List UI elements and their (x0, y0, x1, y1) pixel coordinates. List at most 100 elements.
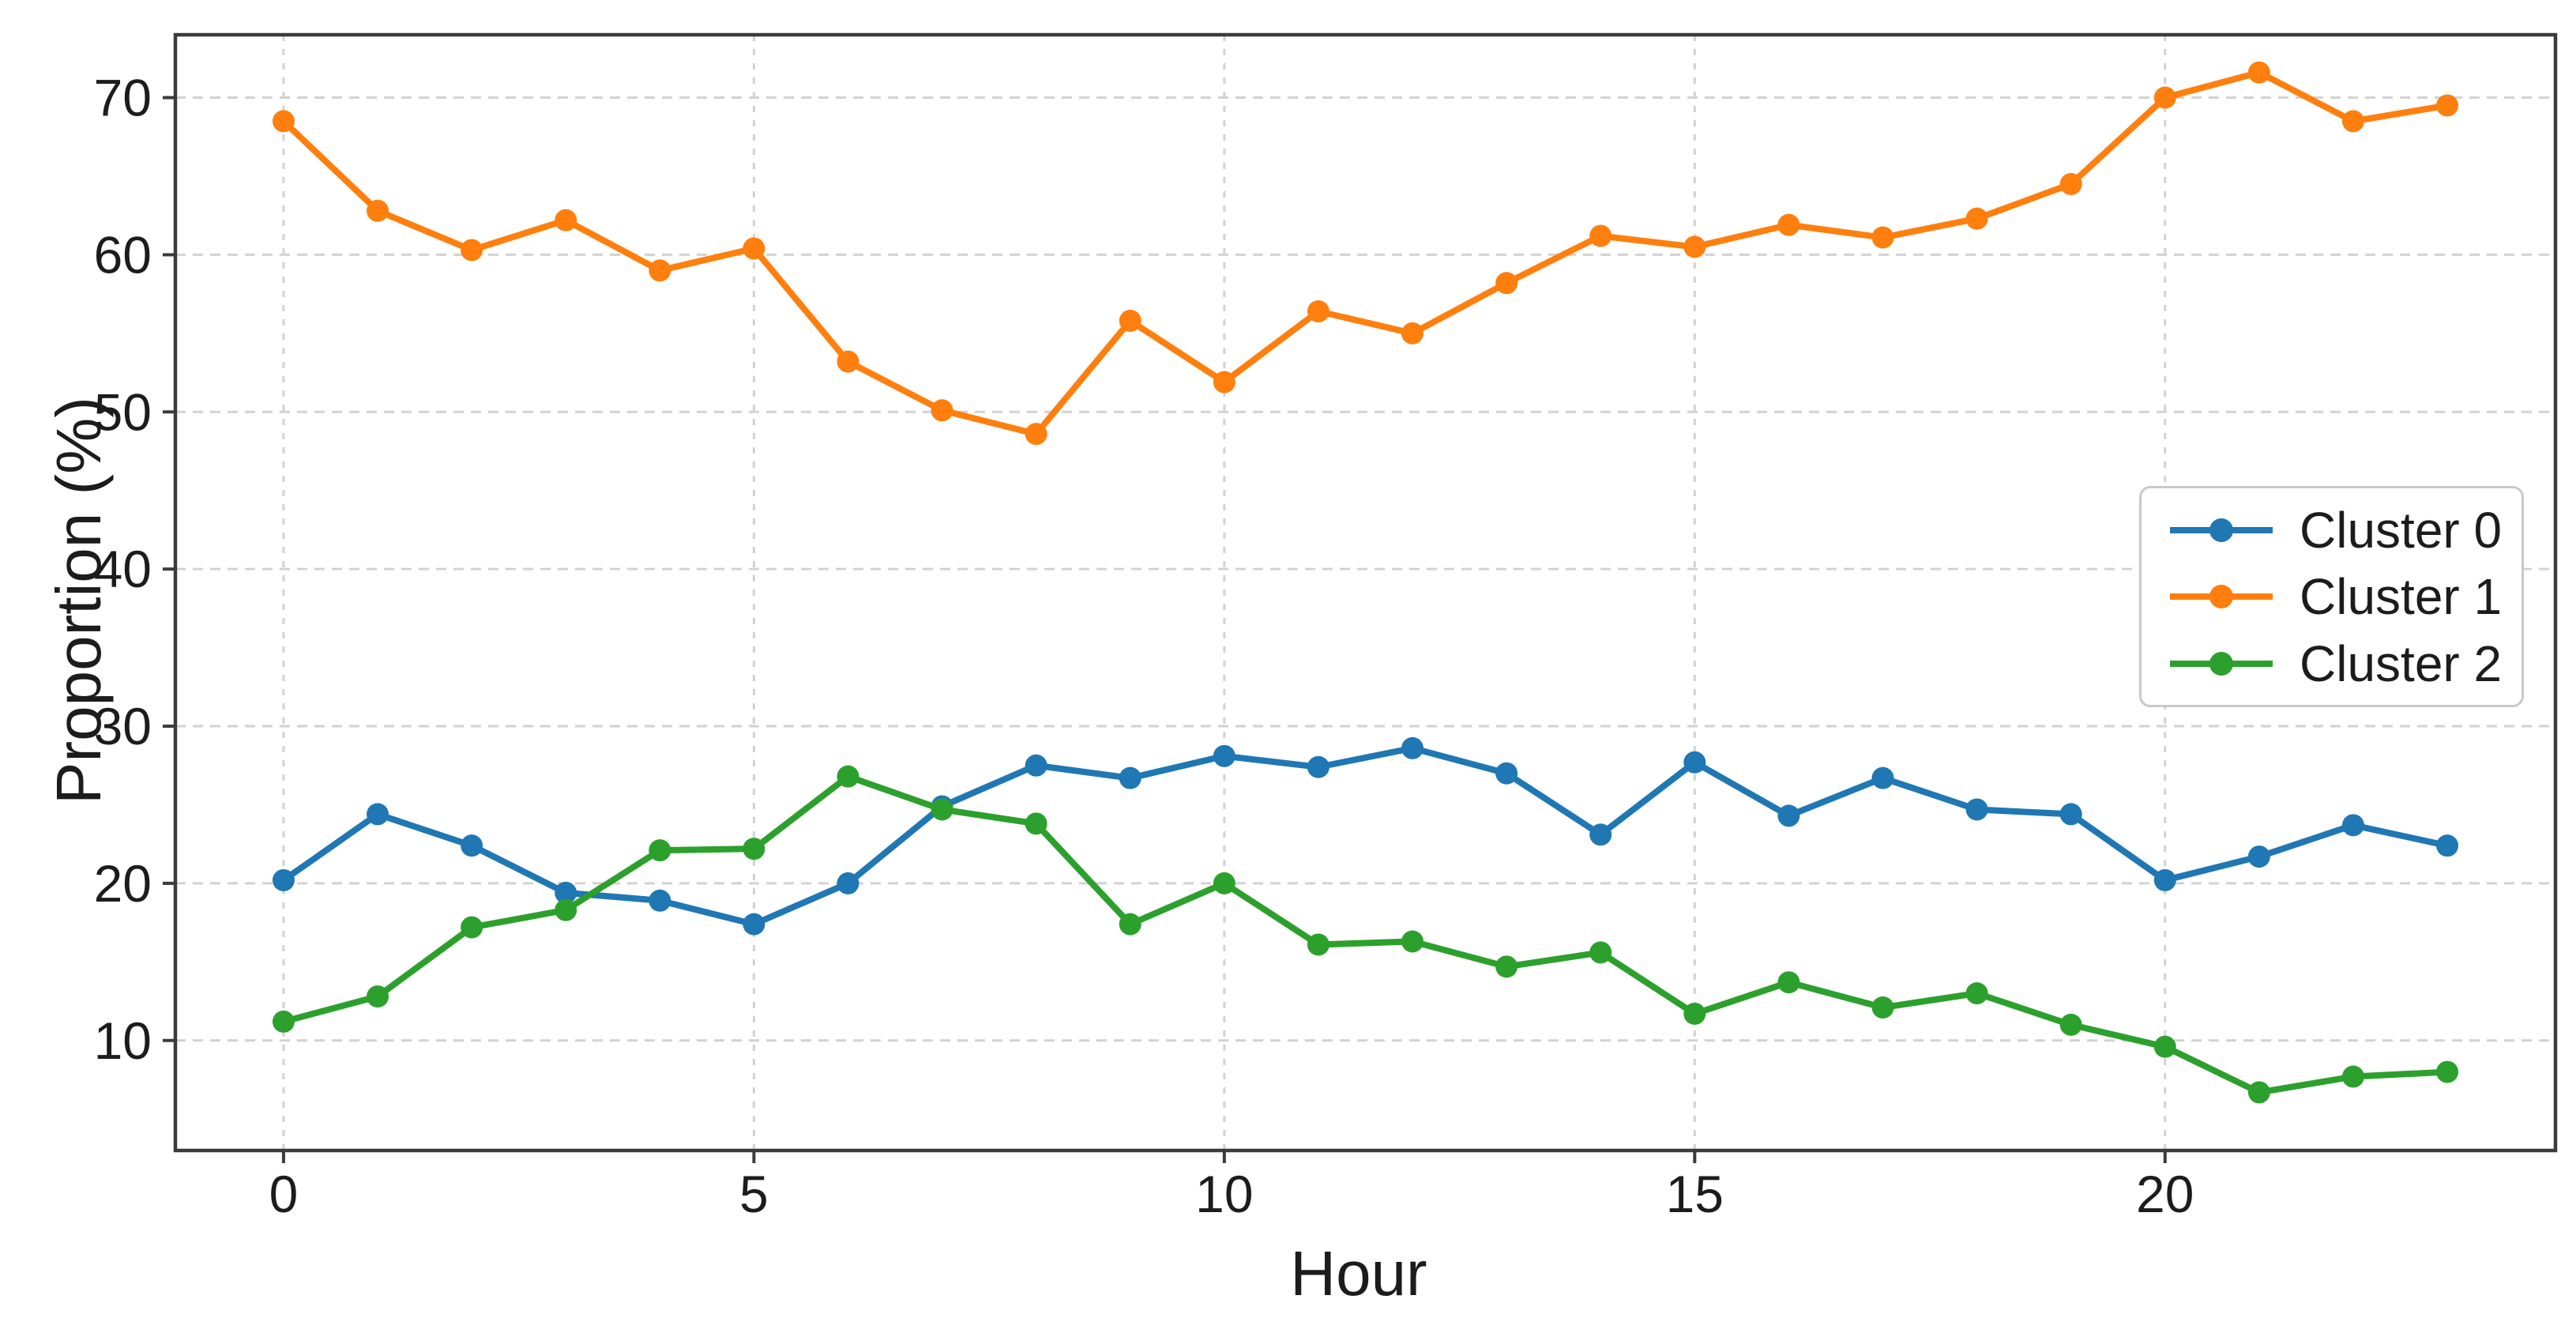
x-tick-label: 15 (1666, 1165, 1724, 1223)
x-tick-label: 0 (269, 1165, 299, 1223)
y-tick-label: 60 (94, 225, 152, 284)
marker-cluster-0 (367, 803, 389, 826)
marker-cluster-0 (837, 872, 859, 894)
marker-cluster-2 (1401, 930, 1424, 953)
marker-cluster-1 (1777, 213, 1800, 236)
y-axis-label: Proportion (%) (43, 397, 114, 804)
marker-cluster-1 (272, 110, 295, 133)
y-tick-label: 10 (94, 1011, 152, 1070)
marker-cluster-0 (1871, 766, 1894, 789)
legend-marker-cluster-2 (2170, 651, 2273, 676)
marker-cluster-0 (1777, 804, 1800, 827)
x-tick-label: 10 (1195, 1165, 1253, 1223)
marker-cluster-1 (1683, 235, 1706, 258)
marker-cluster-1 (1119, 309, 1141, 332)
marker-cluster-0 (1683, 751, 1706, 774)
marker-cluster-1 (2436, 94, 2459, 117)
line-cluster-0 (280, 744, 2451, 928)
axes-frame (173, 32, 2558, 1153)
marker-cluster-0 (2436, 834, 2459, 857)
marker-cluster-2 (743, 838, 765, 860)
marker-cluster-0 (1025, 754, 1047, 777)
marker-cluster-0 (1119, 766, 1141, 789)
marker-cluster-2 (2059, 1013, 2082, 1036)
x-tick-label: 20 (2136, 1165, 2194, 1223)
marker-cluster-0 (2341, 814, 2364, 837)
marker-cluster-1 (1495, 272, 1518, 295)
marker-cluster-2 (1589, 941, 1612, 964)
marker-cluster-2 (2247, 1081, 2270, 1104)
legend-label-cluster-0: Cluster 0 (2300, 501, 2503, 559)
legend-label-cluster-1: Cluster 1 (2300, 568, 2503, 625)
marker-cluster-2 (1777, 971, 1800, 994)
marker-cluster-2 (649, 839, 671, 862)
marker-cluster-1 (1307, 300, 1329, 323)
marker-cluster-2 (1683, 1002, 1706, 1025)
marker-cluster-1 (367, 199, 389, 222)
marker-cluster-0 (1495, 762, 1518, 785)
marker-cluster-2 (931, 798, 953, 821)
series-cluster-2 (272, 765, 2459, 1104)
legend-dot-icon (2209, 651, 2233, 676)
legend-dot-icon (2209, 518, 2233, 542)
y-tick-label: 30 (94, 697, 152, 755)
marker-cluster-0 (1965, 798, 1988, 821)
line-cluster-1 (280, 69, 2451, 438)
marker-cluster-2 (272, 1010, 295, 1033)
marker-cluster-2 (555, 898, 577, 921)
y-tick-label: 50 (94, 382, 152, 441)
marker-cluster-2 (1871, 996, 1894, 1019)
legend-item-cluster-2: Cluster 2 (2170, 638, 2521, 689)
marker-cluster-1 (1871, 226, 1894, 249)
marker-cluster-1 (931, 399, 953, 422)
marker-cluster-0 (1307, 755, 1329, 778)
legend-dot-icon (2209, 585, 2233, 608)
legend: Cluster 0 Cluster 1 Cluster 2 (2139, 486, 2524, 707)
marker-cluster-2 (367, 985, 389, 1008)
marker-cluster-2 (2341, 1065, 2364, 1088)
marker-cluster-2 (1119, 913, 1141, 936)
marker-cluster-1 (1025, 423, 1047, 446)
marker-cluster-2 (1307, 933, 1329, 956)
marker-cluster-1 (1213, 371, 1235, 394)
marker-cluster-1 (2153, 86, 2176, 109)
marker-cluster-1 (2247, 61, 2270, 84)
marker-cluster-0 (461, 834, 483, 857)
marker-cluster-0 (1401, 736, 1424, 759)
marker-cluster-1 (649, 259, 671, 282)
x-axis-label: Hour (1290, 1238, 1427, 1309)
marker-cluster-2 (1213, 872, 1235, 894)
legend-marker-cluster-0 (2170, 518, 2273, 542)
marker-cluster-2 (1965, 982, 1988, 1005)
y-tick-label: 70 (94, 69, 152, 127)
y-tick-label: 20 (94, 854, 152, 913)
series-cluster-1 (272, 61, 2459, 446)
marker-cluster-0 (1589, 823, 1612, 846)
marker-cluster-1 (461, 239, 483, 262)
marker-cluster-2 (837, 765, 859, 788)
legend-item-cluster-0: Cluster 0 (2170, 505, 2521, 555)
marker-cluster-0 (1213, 744, 1235, 767)
marker-cluster-1 (2059, 172, 2082, 195)
marker-cluster-1 (837, 350, 859, 373)
marker-cluster-1 (1589, 224, 1612, 247)
marker-cluster-1 (1401, 322, 1424, 345)
marker-cluster-2 (461, 916, 483, 939)
marker-cluster-1 (743, 237, 765, 260)
axis-ticks: 10 20 30 40 50 60 70 0 5 10 15 20 (94, 69, 2194, 1223)
y-tick-label: 40 (94, 540, 152, 598)
legend-marker-cluster-1 (2170, 585, 2273, 608)
marker-cluster-0 (2247, 845, 2270, 868)
marker-cluster-1 (1965, 207, 1988, 230)
marker-cluster-0 (2059, 803, 2082, 826)
marker-cluster-2 (2436, 1060, 2459, 1083)
marker-cluster-2 (1025, 812, 1047, 835)
marker-cluster-2 (1495, 955, 1518, 978)
series-cluster-0 (272, 736, 2459, 936)
line-cluster-2 (280, 773, 2451, 1096)
marker-cluster-1 (2341, 110, 2364, 133)
x-tick-label: 5 (739, 1165, 769, 1223)
legend-label-cluster-2: Cluster 2 (2300, 635, 2503, 692)
